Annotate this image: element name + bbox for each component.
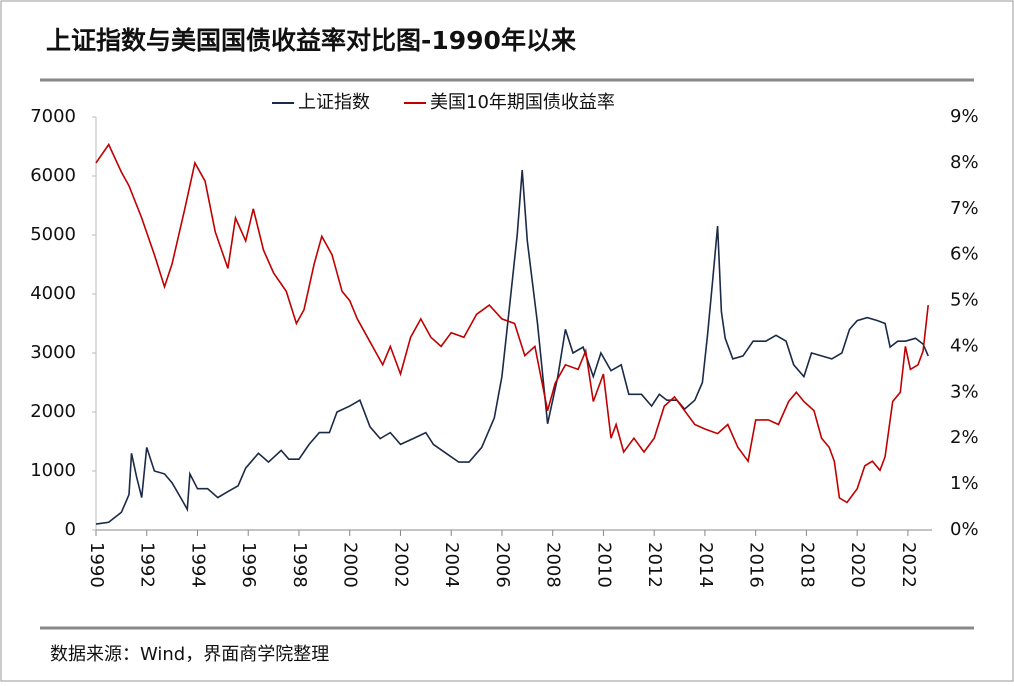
x-tick-label: 1994: [187, 542, 208, 588]
y2-tick-label: 7%: [950, 198, 979, 219]
y2-tick-label: 9%: [950, 106, 979, 127]
x-tick-label: 2004: [441, 542, 462, 588]
x-tick-label: 2000: [340, 542, 361, 588]
x-tick-label: 2022: [898, 542, 919, 588]
x-tick-label: 2014: [695, 542, 716, 588]
x-tick-label: 2008: [543, 542, 564, 588]
chart-title: 上证指数与美国国债收益率对比图-1990年以来: [46, 26, 577, 55]
y2-tick-label: 8%: [950, 152, 979, 173]
y-tick-label: 5000: [30, 224, 76, 245]
x-tick-label: 2006: [492, 542, 513, 588]
series-line: [95, 142, 929, 504]
y2-tick-label: 2%: [950, 427, 979, 448]
y-tick-label: 0: [65, 519, 76, 540]
y-tick-label: 6000: [30, 165, 76, 186]
x-tick-label: 1998: [289, 542, 310, 588]
x-tick-label: 2020: [847, 542, 868, 588]
x-tick-label: 2016: [746, 542, 767, 588]
y-tick-label: 2000: [30, 401, 76, 422]
y2-tick-label: 1%: [950, 473, 979, 494]
y2-tick-label: 3%: [950, 381, 979, 402]
x-tick-label: 1990: [86, 542, 107, 588]
y2-tick-label: 5%: [950, 290, 979, 311]
y-tick-label: 3000: [30, 342, 76, 363]
y-tick-label: 7000: [30, 106, 76, 127]
x-tick-label: 2012: [644, 542, 665, 588]
y-tick-label: 1000: [30, 460, 76, 481]
x-tick-label: 2002: [390, 542, 411, 588]
y-tick-label: 4000: [30, 283, 76, 304]
x-tick-label: 1996: [238, 542, 259, 588]
legend-label: 美国10年期国债收益率: [430, 92, 615, 113]
y2-tick-label: 0%: [950, 519, 979, 540]
x-tick-label: 2018: [796, 542, 817, 588]
x-tick-label: 2010: [593, 542, 614, 588]
legend-label: 上证指数: [298, 92, 370, 113]
series-line: [95, 170, 929, 525]
y2-tick-label: 6%: [950, 244, 979, 265]
source-note: 数据来源：Wind，界面商学院整理: [50, 644, 329, 665]
y2-tick-label: 4%: [950, 335, 979, 356]
x-tick-label: 1992: [137, 542, 158, 588]
